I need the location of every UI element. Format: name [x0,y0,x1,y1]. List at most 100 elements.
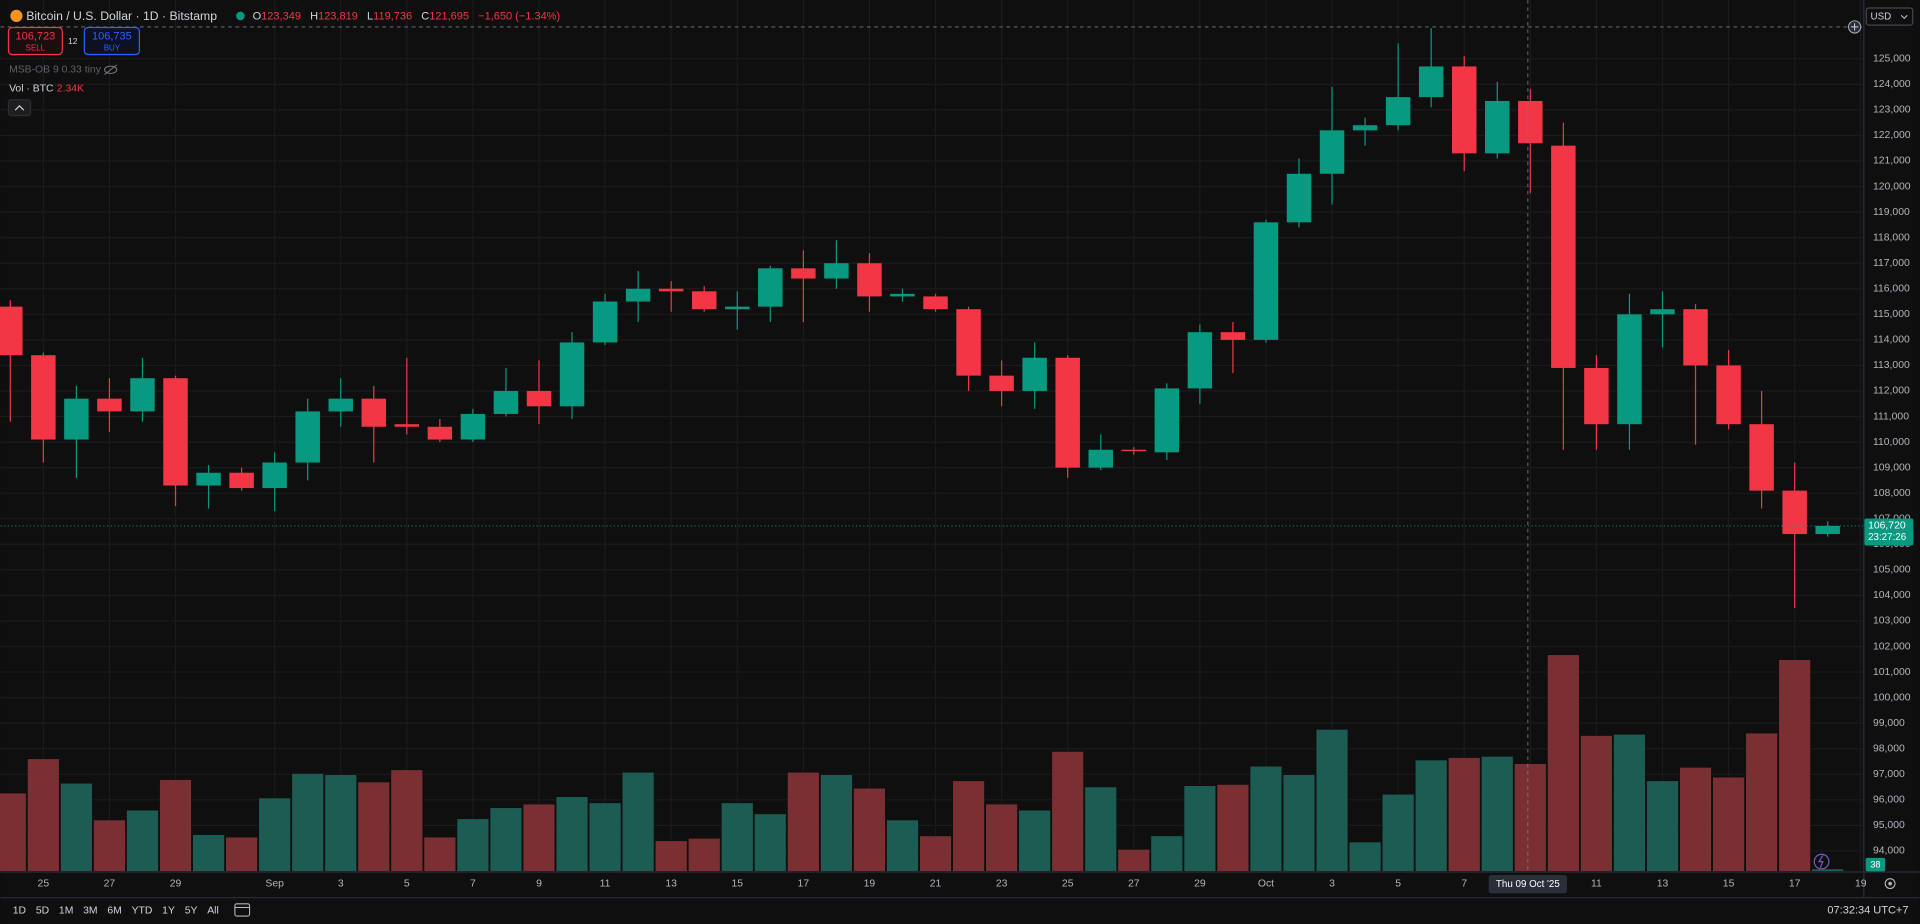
x-tick-label: 3 [338,878,344,889]
candle-body [1022,357,1047,391]
calendar-icon[interactable] [234,903,251,917]
x-tick-label: Oct [1258,878,1274,889]
y-tick-label: 118,000 [1873,232,1910,243]
volume-bar [1778,659,1811,872]
countdown: 23:27:26 [1868,532,1907,543]
range-button[interactable]: All [207,905,219,916]
y-tick-label: 111,000 [1873,411,1909,422]
volume-bar [93,819,126,872]
candle-body [1749,424,1774,491]
volume-bar [1117,849,1151,872]
volume-bar [555,796,589,872]
clock[interactable]: 07:32:34 UTC+7 [1827,904,1908,916]
badge-box[interactable] [1865,857,1886,872]
range-button[interactable]: 5D [36,905,49,916]
y-tick-label: 121,000 [1873,156,1911,167]
candle-body [394,424,420,427]
lightning-circle[interactable] [1813,853,1830,870]
add-alert-button[interactable] [1848,20,1862,34]
candle-body [725,306,750,310]
buy-button[interactable]: 106,735 BUY [83,26,141,56]
range-button[interactable]: YTD [132,905,153,916]
crosshair-date-label: Thu 09 Oct '25 [1496,879,1560,890]
buy-box[interactable] [83,26,141,56]
y-tick-label: 96,000 [1873,795,1905,806]
currency[interactable]: USD [1871,12,1892,23]
candle-body [1121,449,1147,452]
candle-body [1617,314,1642,425]
eye-outline[interactable] [104,65,118,74]
plot-area: 94,000 95,000 96,000 97,000 98,000 99,000 100,… [0,0,1920,898]
currency-button[interactable]: USD [1865,7,1914,26]
ohlc-value: 121,695 [429,10,469,22]
settings-button[interactable] [1884,878,1896,890]
range-button[interactable]: 5Y [185,905,198,916]
volume-bar [1282,774,1316,872]
visibility-icon[interactable] [104,64,118,76]
badge-count[interactable]: 38 [1870,860,1880,870]
range-button[interactable]: 3M [83,905,97,916]
volume-indicator-value: 2.34K [57,83,84,94]
volume-bar [423,836,457,872]
volume-bar [1381,793,1415,872]
volume-bar [985,803,1018,872]
x-tick-label: 9 [536,878,542,889]
volume-bar [787,771,820,872]
crosshair-date-box [1488,875,1568,894]
y-tick-label: 108,000 [1873,488,1911,499]
collapse-box[interactable] [7,99,32,117]
candle-body [31,355,56,440]
sell-button[interactable]: 106,723 SELL [7,26,63,56]
candle-body [130,378,155,412]
candle-body [791,268,816,279]
candle-body [196,472,221,486]
collapse-chevron[interactable] [14,104,25,111]
range-button[interactable]: 6M [107,905,121,916]
candle-body [1584,367,1609,425]
y-tick-label: 103,000 [1873,616,1911,627]
gear-center[interactable] [1888,881,1892,886]
lightning-bolt[interactable] [1818,855,1824,868]
buy-price[interactable]: 106,735 [92,31,132,43]
sell-box[interactable] [7,26,63,56]
date-range-button[interactable] [234,903,251,917]
range-button[interactable]: 1M [59,905,73,916]
lightning-button[interactable] [1813,853,1830,870]
collapse-button[interactable] [7,99,32,117]
candle-body [1154,388,1180,453]
x-tick-label: 29 [1194,878,1206,889]
indicator-name[interactable]: MSB-OB 9 0.33 tiny [9,65,102,76]
y-tick-label: 116,000 [1873,284,1910,295]
volume-bar [1150,835,1184,872]
symbol-title[interactable]: Bitcoin / U.S. Dollar · 1D · Bitstamp [26,9,217,23]
range-button[interactable]: 1Y [162,905,175,916]
y-tick-label: 112,000 [1873,386,1910,397]
currency-chevron[interactable] [1900,14,1908,20]
candle-body [559,342,585,407]
gear-outline[interactable] [1884,878,1896,890]
x-tick-label: 17 [1789,878,1801,889]
volume-indicator-name[interactable]: Vol · BTC [9,83,54,94]
notification-badge[interactable]: 38 [1865,857,1886,872]
candle-body [1220,332,1246,340]
candle-body [1319,130,1345,174]
buy-label[interactable]: BUY [104,43,121,52]
price-axis [1863,0,1920,872]
volume-bar [886,819,919,872]
x-tick-label: 25 [1062,878,1074,889]
candle-body [824,263,849,279]
ohlc-key: H [310,10,318,22]
sell-label[interactable]: SELL [26,43,46,52]
candle-body [229,472,254,489]
candle-body [1187,332,1213,389]
candle-body [163,378,188,486]
plus-sign[interactable] [1850,23,1859,31]
eye-slash[interactable] [104,64,118,76]
candle-body [1485,100,1510,154]
sell-price[interactable]: 106,723 [16,31,56,43]
candle-body [460,413,486,440]
currency-box[interactable] [1865,7,1914,26]
range-button[interactable]: 1D [13,905,26,916]
